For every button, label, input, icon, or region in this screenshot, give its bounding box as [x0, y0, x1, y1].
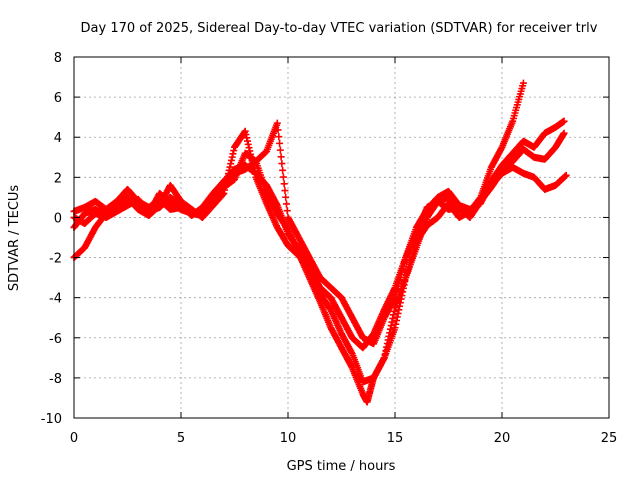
- y-axis-label: SDTVAR / TECUs: [7, 185, 22, 292]
- series-1: [70, 117, 568, 348]
- data-point: [280, 180, 288, 188]
- grid: [74, 57, 609, 418]
- data-point: [282, 193, 290, 201]
- data-point: [275, 133, 283, 141]
- x-tick-label: 10: [280, 431, 297, 446]
- y-tick-label: -4: [49, 292, 62, 307]
- x-tick-label: 5: [177, 431, 185, 446]
- y-tick-label: -2: [49, 252, 62, 267]
- data-point: [560, 117, 568, 125]
- data-point: [276, 146, 284, 154]
- y-tick-label: 8: [54, 51, 62, 66]
- data-point: [273, 119, 281, 127]
- data-point: [282, 200, 290, 208]
- axis-ticks: 0 5 10 15 20 25 -10 -8 -6 -4 -2 0 2 4 6 8: [41, 51, 618, 446]
- data-point: [279, 173, 287, 181]
- x-tick-label: 0: [70, 431, 78, 446]
- data-point: [278, 160, 286, 168]
- x-tick-label: 25: [601, 431, 618, 446]
- y-tick-label: 6: [54, 91, 62, 106]
- y-tick-label: 4: [54, 131, 62, 146]
- x-axis-label: GPS time / hours: [287, 459, 396, 474]
- data-point: [283, 207, 291, 215]
- data-point: [562, 171, 570, 179]
- y-tick-label: -8: [49, 372, 62, 387]
- series-4: [70, 129, 568, 352]
- data-points: [70, 79, 570, 406]
- data-point: [276, 139, 284, 147]
- data-point: [560, 129, 568, 137]
- data-point: [519, 79, 527, 87]
- x-tick-label: 20: [494, 431, 511, 446]
- y-tick-label: 0: [54, 211, 62, 226]
- data-point: [274, 126, 282, 134]
- plot-frame: [73, 56, 610, 419]
- data-point: [279, 166, 287, 174]
- data-point: [277, 153, 285, 161]
- data-point: [281, 187, 289, 195]
- chart-title: Day 170 of 2025, Sidereal Day-to-day VTE…: [81, 21, 598, 36]
- y-tick-label: 2: [54, 171, 62, 186]
- x-tick-label: 15: [387, 431, 404, 446]
- y-tick-label: -10: [41, 412, 62, 427]
- y-tick-label: -6: [49, 332, 62, 347]
